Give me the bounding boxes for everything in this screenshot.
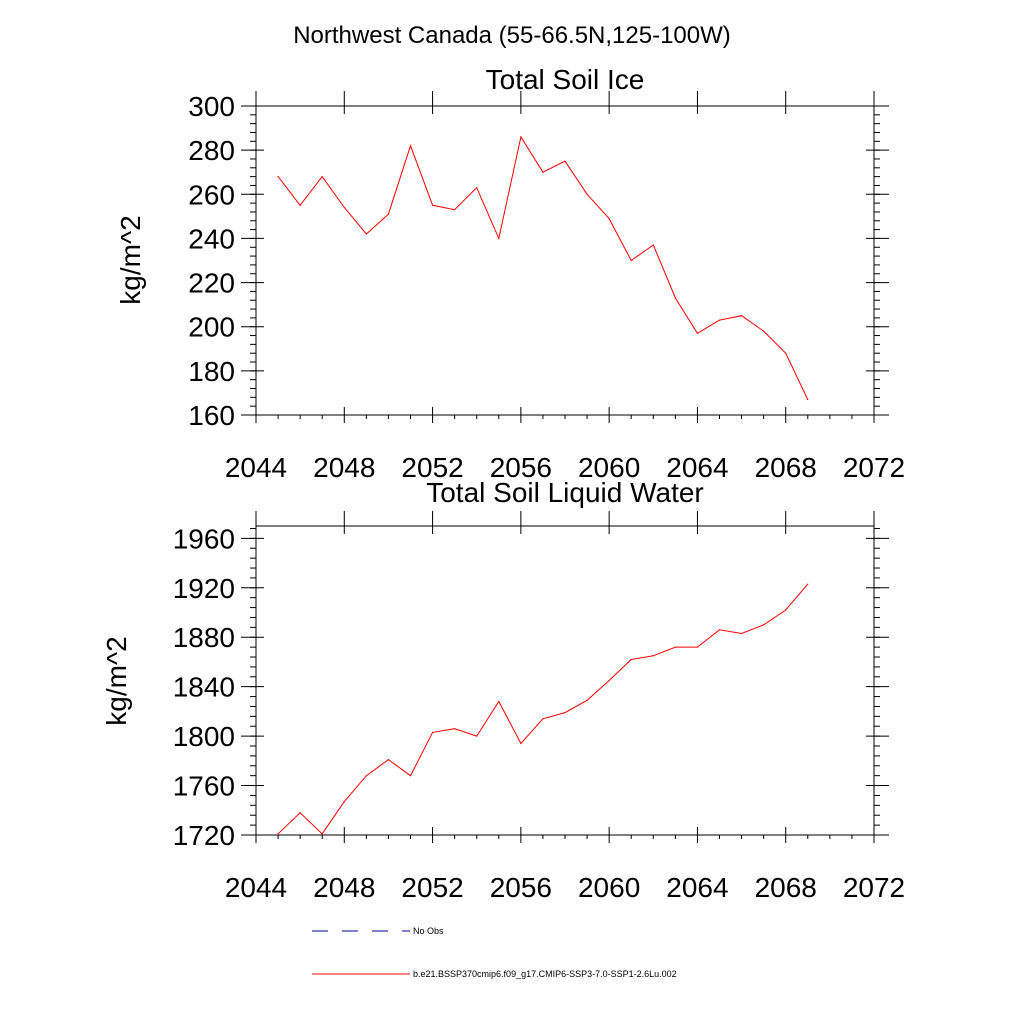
data-point	[785, 352, 787, 354]
data-point	[763, 330, 765, 332]
y-tick-label: 260	[188, 179, 235, 210]
x-tick-label: 2052	[401, 872, 463, 903]
data-point	[652, 244, 654, 246]
x-tick-label: 2072	[843, 872, 905, 903]
x-tick-label: 2068	[755, 872, 817, 903]
data-point	[542, 171, 544, 173]
panel-title: Total Soil Liquid Water	[426, 477, 704, 508]
data-point	[652, 655, 654, 657]
x-tick-label: 2068	[755, 452, 817, 483]
x-tick-label: 2072	[843, 452, 905, 483]
data-point	[498, 237, 500, 240]
data-point	[763, 624, 765, 626]
y-tick-label: 280	[188, 135, 235, 166]
legend: No Obs b.e21.BSSP370cmip6.f09_g17.CMIP6-…	[312, 926, 677, 979]
x-tick-label: 2044	[225, 872, 287, 903]
data-point	[740, 632, 743, 635]
data-point	[321, 833, 323, 835]
panel-title: Total Soil Ice	[486, 64, 645, 95]
data-point	[740, 315, 743, 317]
data-point	[365, 233, 367, 235]
data-point	[630, 658, 632, 661]
y-axis-label: kg/m^2	[115, 215, 146, 304]
x-tick-label: 2060	[578, 872, 640, 903]
data-point	[696, 332, 699, 334]
data-point	[674, 297, 676, 299]
x-tick-label: 2064	[666, 872, 728, 903]
data-point	[542, 718, 544, 720]
data-point	[520, 742, 522, 745]
y-tick-label: 240	[188, 223, 235, 254]
x-tick-label: 2052	[401, 452, 463, 483]
data-point	[520, 136, 522, 138]
plot-frame	[255, 105, 875, 416]
y-tick-label: 1800	[173, 721, 235, 752]
data-point	[498, 700, 500, 703]
data-point	[454, 209, 456, 211]
y-tick-label: 1840	[173, 672, 235, 703]
data-point	[696, 646, 699, 648]
y-tick-label: 200	[188, 312, 235, 343]
x-tick-label: 2048	[313, 452, 375, 483]
series-line	[277, 583, 809, 835]
data-point	[409, 145, 412, 147]
data-point	[431, 204, 434, 206]
y-tick-label: 180	[188, 356, 235, 387]
panel-total-soil-ice: Total Soil Ice kg/m^2 2044 2048 2052 2056 20…	[115, 64, 905, 483]
data-point	[608, 679, 610, 682]
panel-total-soil-liquid-water: Total Soil Liquid Water kg/m^2 2044 2048 2…	[101, 477, 905, 903]
data-point	[586, 193, 588, 195]
y-axis-label: kg/m^2	[101, 636, 132, 725]
y-tick-label: 300	[188, 91, 235, 122]
data-point	[365, 775, 367, 777]
data-point	[387, 213, 390, 215]
data-point	[277, 833, 279, 835]
x-tick-label: 2044	[225, 452, 287, 483]
x-tick-label: 2048	[313, 872, 375, 903]
legend-label-no-obs: No Obs	[413, 926, 444, 936]
data-point	[674, 646, 676, 648]
data-point	[807, 583, 809, 585]
data-point	[343, 206, 345, 209]
data-point	[409, 775, 412, 777]
data-point	[807, 398, 809, 401]
data-point	[299, 812, 301, 814]
x-tick-label: 2056	[490, 872, 552, 903]
figure-suptitle: Northwest Canada (55-66.5N,125-100W)	[293, 22, 731, 49]
y-tick-label: 1760	[173, 771, 235, 802]
data-point	[608, 217, 610, 220]
data-point	[718, 629, 721, 631]
data-point	[785, 609, 787, 611]
data-point	[299, 204, 301, 206]
x-tick-label: 2064	[666, 452, 728, 483]
plot-frame	[255, 525, 875, 836]
data-point	[343, 801, 345, 803]
y-tick-label: 1720	[173, 820, 235, 851]
data-point	[476, 187, 478, 189]
y-tick-label: 1920	[173, 573, 235, 604]
series-line	[277, 135, 809, 400]
data-point	[431, 731, 434, 734]
data-point	[564, 712, 566, 714]
data-point	[387, 759, 390, 761]
data-point	[586, 699, 588, 701]
data-point	[564, 160, 566, 162]
data-point	[321, 176, 323, 178]
data-point	[277, 176, 279, 178]
data-point	[630, 259, 632, 262]
y-tick-label: 160	[188, 400, 235, 431]
data-point	[454, 728, 456, 730]
data-point	[718, 319, 721, 321]
y-tick-label: 220	[188, 268, 235, 299]
legend-label-model: b.e21.BSSP370cmip6.f09_g17.CMIP6-SSP3-7.…	[413, 969, 677, 979]
y-tick-label: 1880	[173, 622, 235, 653]
y-tick-label: 1960	[173, 523, 235, 554]
data-point	[476, 735, 478, 737]
x-tick-label: 2060	[578, 452, 640, 483]
x-tick-label: 2056	[490, 452, 552, 483]
